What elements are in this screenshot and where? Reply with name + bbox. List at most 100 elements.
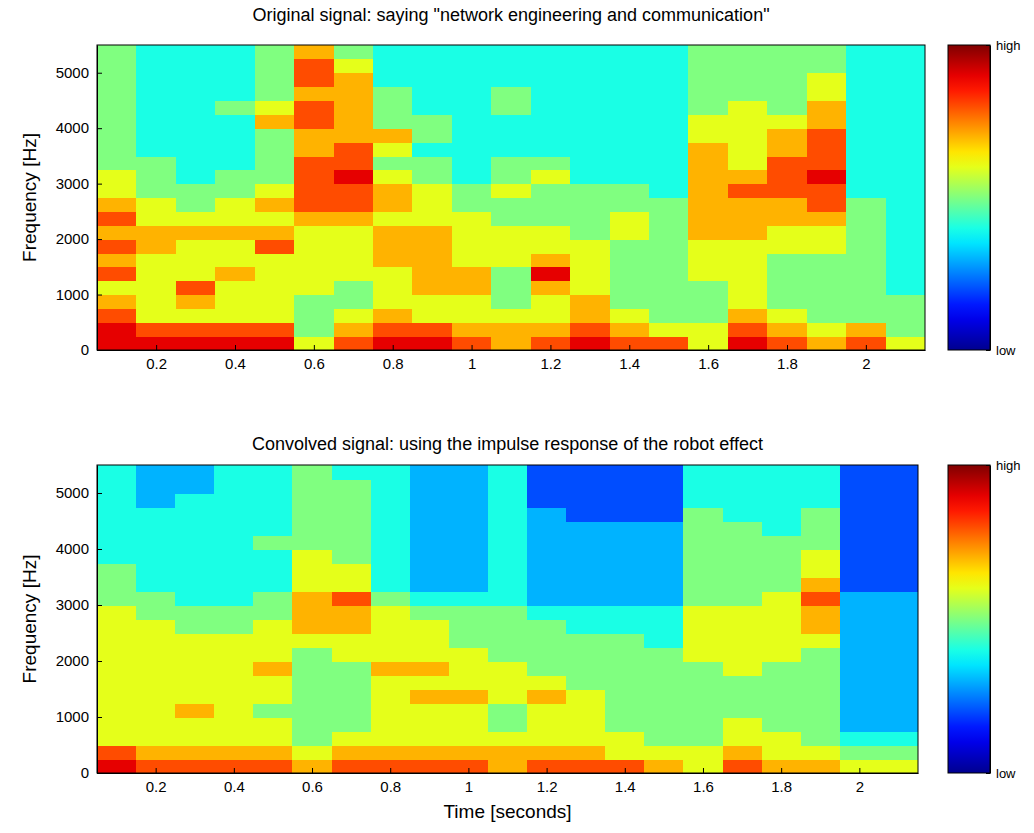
heatmap-cell: [807, 87, 847, 101]
heatmap-cell: [688, 253, 728, 267]
heatmap-cell: [294, 267, 334, 281]
y-tick-label: 2000: [56, 230, 89, 247]
heatmap-cell: [253, 633, 293, 648]
heatmap-cell: [683, 647, 723, 662]
heatmap-cell: [840, 563, 880, 578]
heatmap-cell: [723, 703, 763, 718]
heatmap-cell: [255, 198, 295, 212]
x-tick-mark: [547, 768, 548, 773]
heatmap-cell: [334, 239, 374, 253]
heatmap-cell: [412, 114, 452, 128]
heatmap-cell: [886, 45, 925, 59]
heatmap-cell: [452, 45, 492, 59]
heatmap-cell: [214, 689, 254, 704]
heatmap-cell: [253, 549, 293, 564]
heatmap-cell: [807, 308, 847, 322]
heatmap-cell: [527, 619, 567, 634]
heatmap-cell: [373, 267, 413, 281]
x-tick-label: 2: [862, 355, 870, 372]
heatmap-cell: [605, 563, 645, 578]
heatmap-cell: [410, 535, 450, 550]
heatmap-cell: [449, 605, 489, 620]
heatmap-cell: [840, 689, 880, 704]
heatmap-cell: [97, 731, 137, 746]
heatmap-cell: [527, 647, 567, 662]
x-tick: 1.6: [693, 768, 714, 795]
heatmap-cell: [491, 100, 531, 114]
heatmap-cell: [175, 479, 215, 494]
heatmap-cell: [723, 535, 763, 550]
heatmap-cell: [214, 521, 254, 536]
x-tick-mark: [235, 345, 236, 350]
heatmap-cell: [97, 128, 137, 142]
heatmap-cell: [176, 336, 216, 350]
heatmap-cell: [449, 731, 489, 746]
heatmap-cell: [723, 675, 763, 690]
heatmap-cell: [294, 239, 334, 253]
heatmap-cell: [570, 184, 610, 198]
heatmap-cell: [644, 675, 684, 690]
heatmap-cell: [886, 322, 925, 336]
heatmap-cell: [294, 253, 334, 267]
heatmap-cell: [566, 619, 606, 634]
heatmap-cell: [807, 59, 847, 73]
heatmap-cell: [136, 563, 176, 578]
heatmap-cell: [610, 308, 650, 322]
heatmap-cell: [491, 184, 531, 198]
heatmap-cell: [215, 211, 255, 225]
heatmap-cell: [610, 100, 650, 114]
heatmap-cell: [688, 211, 728, 225]
heatmap-cell: [449, 577, 489, 592]
heatmap-cell: [644, 535, 684, 550]
heatmap-cell: [332, 507, 372, 522]
heatmap-cell: [605, 647, 645, 662]
heatmap-cell: [566, 717, 606, 732]
heatmap-cell: [728, 142, 768, 156]
heatmap-cell: [610, 336, 650, 350]
heatmap-cell: [215, 198, 255, 212]
heatmap-cell: [723, 731, 763, 746]
heatmap-cell: [373, 59, 413, 73]
heatmap-cell: [255, 87, 295, 101]
heatmap-cell: [683, 689, 723, 704]
heatmap-cell: [683, 675, 723, 690]
heatmap-cell: [294, 281, 334, 295]
heatmap-cell: [527, 633, 567, 648]
heatmap-cell: [488, 591, 528, 606]
heatmap-cell: [723, 577, 763, 592]
heatmap-cell: [605, 689, 645, 704]
heatmap-cell: [649, 322, 689, 336]
x-tick-mark: [314, 345, 315, 350]
heatmap-cell: [846, 59, 886, 73]
heatmap-cell: [723, 507, 763, 522]
heatmap-cell: [879, 493, 918, 508]
heatmap-cell: [410, 759, 450, 773]
heatmap-cell: [886, 308, 925, 322]
heatmap-cell: [605, 661, 645, 676]
heatmap-cell: [566, 577, 606, 592]
heatmap-cell: [801, 605, 841, 620]
heatmap-cell: [97, 675, 137, 690]
heatmap-cell: [644, 549, 684, 564]
heatmap-cell: [334, 142, 374, 156]
heatmap-cell: [253, 493, 293, 508]
heatmap-cell: [846, 184, 886, 198]
heatmap-cell: [371, 577, 411, 592]
heatmap-cell: [136, 156, 176, 170]
heatmap-cell: [886, 170, 925, 184]
heatmap-cell: [410, 493, 450, 508]
heatmap-cell: [644, 465, 684, 480]
heatmap-cell: [762, 759, 802, 773]
heatmap-cell: [255, 156, 295, 170]
heatmap-cell: [846, 87, 886, 101]
x-tick-mark: [787, 345, 788, 350]
heatmap-cell: [566, 745, 606, 760]
heatmap-cell: [649, 225, 689, 239]
heatmap-cell: [683, 605, 723, 620]
heatmap-cell: [373, 128, 413, 142]
heatmap-cell: [723, 633, 763, 648]
heatmap-cell: [491, 322, 531, 336]
heatmap-cell: [334, 114, 374, 128]
heatmap-cell: [728, 211, 768, 225]
x-tick: 0.2: [146, 768, 167, 795]
